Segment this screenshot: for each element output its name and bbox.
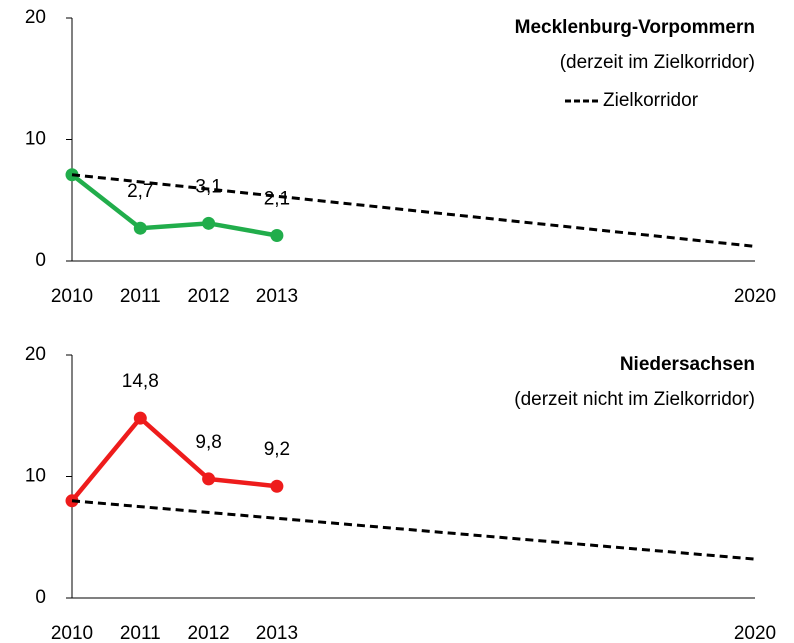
y-tick-label: 10 — [25, 466, 46, 487]
data-label: 2,7 — [127, 181, 153, 202]
data-label: 14,8 — [122, 371, 159, 392]
data-point — [202, 216, 216, 230]
x-tick-label: 2013 — [256, 286, 298, 307]
y-tick-label: 20 — [25, 7, 46, 28]
x-tick-label: 2011 — [120, 286, 161, 307]
data-label: 9,2 — [264, 439, 290, 460]
x-tick-label: 2010 — [51, 623, 93, 643]
data-line — [70, 414, 278, 503]
x-tick-label: 2011 — [120, 623, 161, 643]
data-label: 2,1 — [264, 189, 290, 210]
data-point — [270, 228, 284, 242]
target-line — [71, 499, 756, 561]
y-tick-label: 20 — [25, 344, 46, 365]
chart-subtitle: (derzeit im Zielkorridor) — [560, 52, 755, 73]
y-tick-label: 10 — [25, 129, 46, 150]
chart-title: Mecklenburg-Vorpommern — [515, 17, 755, 38]
data-label: 9,8 — [195, 432, 221, 453]
x-tick-label: 2013 — [256, 623, 298, 643]
data-label: 3,1 — [195, 176, 221, 197]
x-tick-label: 2020 — [734, 286, 776, 307]
y-tick-label: 0 — [35, 250, 46, 271]
x-tick-label: 2020 — [734, 623, 776, 643]
data-point — [202, 472, 216, 486]
data-point — [133, 411, 147, 425]
target-line — [71, 173, 756, 248]
data-point — [270, 479, 284, 493]
chart-subtitle: (derzeit nicht im Zielkorridor) — [514, 389, 755, 410]
x-tick-label: 2010 — [51, 286, 93, 307]
data-line — [70, 172, 278, 238]
y-tick-label: 0 — [35, 587, 46, 608]
x-tick-label: 2012 — [187, 623, 229, 643]
x-tick-label: 2012 — [187, 286, 229, 307]
legend-label: Zielkorridor — [603, 90, 699, 111]
data-point — [133, 221, 147, 235]
chart-title: Niedersachsen — [620, 354, 755, 375]
